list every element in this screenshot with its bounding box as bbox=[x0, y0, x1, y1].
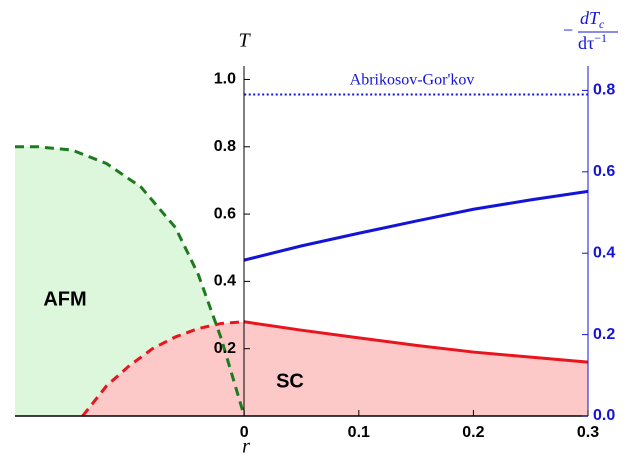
ag-label: Abrikosov-Gor'kov bbox=[350, 72, 475, 89]
x-tick-label: 0.1 bbox=[348, 424, 370, 441]
sc-label: SC bbox=[276, 370, 304, 392]
y-axis-label: T bbox=[238, 30, 251, 52]
line bbox=[243, 189, 589, 262]
area bbox=[244, 321, 588, 416]
x-tick-label: 0.3 bbox=[577, 424, 599, 441]
area bbox=[82, 321, 245, 416]
y2-tick-label: 0.4 bbox=[593, 244, 615, 261]
y2-label-den-sup: −1 bbox=[594, 31, 607, 45]
x-tick-label: 0.2 bbox=[462, 424, 484, 441]
y2-label-num-sub: c bbox=[599, 17, 605, 31]
y2-tick-label: 0.0 bbox=[593, 407, 615, 424]
y2-label-denominator: dτ−1 bbox=[578, 31, 607, 53]
y2-tick-label: 0.2 bbox=[593, 326, 615, 343]
line bbox=[243, 320, 589, 364]
y-tick-label: 0.2 bbox=[214, 340, 236, 357]
afm-label: AFM bbox=[43, 288, 86, 310]
y2-tick-label: 0.8 bbox=[593, 82, 615, 99]
y2-label-prefix: − bbox=[563, 20, 573, 40]
y-tick-label: 0.6 bbox=[214, 205, 236, 222]
y-tick-label: 1.0 bbox=[214, 71, 236, 88]
y-tick-label: 0.8 bbox=[214, 138, 236, 155]
y2-label-numerator: dTc bbox=[580, 8, 605, 31]
y2-axis-label: − dTc dτ−1 bbox=[563, 8, 618, 53]
x-axis-label: r bbox=[242, 436, 250, 458]
y2-tick-label: 0.6 bbox=[593, 163, 615, 180]
x-tick-label: 0 bbox=[240, 424, 249, 441]
y2-label-den-text: dτ bbox=[578, 33, 594, 53]
line bbox=[15, 145, 246, 417]
y-tick-label: 0.4 bbox=[214, 273, 236, 290]
y2-label-num-text: dT bbox=[580, 8, 601, 28]
line bbox=[81, 320, 245, 417]
